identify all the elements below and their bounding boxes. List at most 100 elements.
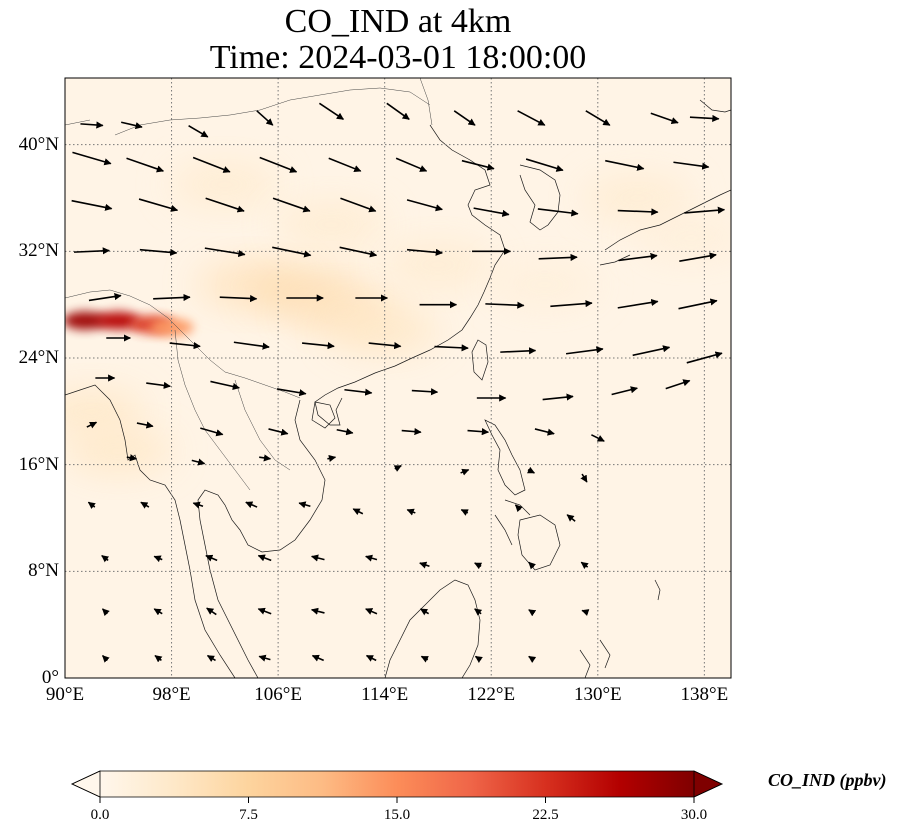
- wind-arrow-91: [245, 501, 258, 509]
- wind-arrow-4: [318, 102, 344, 120]
- wind-arrow-121: [258, 654, 271, 662]
- wind-arrow-118: [101, 655, 110, 663]
- wind-arrow-26: [406, 199, 443, 212]
- wind-arrow-79: [591, 434, 605, 442]
- wind-arrow-14: [259, 156, 298, 173]
- wind-arrow-41: [88, 293, 122, 302]
- wind-arrow-27: [473, 207, 510, 217]
- wind-arrow-92: [298, 501, 311, 509]
- wind-arrow-22: [138, 198, 179, 212]
- wind-arrow-104: [419, 561, 430, 569]
- y-tick-label-1: 8°N: [28, 560, 59, 582]
- concentration-field: [65, 162, 731, 474]
- x-tick-label-1: 98°E: [152, 684, 191, 705]
- wind-arrow-18: [525, 158, 564, 172]
- wind-arrow-54: [302, 342, 335, 350]
- wind-arrow-112: [310, 607, 325, 615]
- wind-arrow-19: [605, 159, 645, 171]
- wind-arrow-123: [365, 654, 377, 662]
- wind-arrow-0: [80, 121, 104, 129]
- colorbar-extend-max: [693, 770, 723, 798]
- map-background: [65, 78, 731, 678]
- wind-arrow-124: [420, 655, 429, 663]
- wind-arrow-89: [140, 501, 150, 509]
- wind-arrow-81: [191, 458, 206, 466]
- wind-arrow-93: [352, 508, 364, 516]
- wind-arrow-13: [192, 156, 231, 173]
- wind-arrow-39: [618, 252, 658, 262]
- colorbar-tick-label-2: 15.0: [383, 807, 411, 823]
- wind-arrow-95: [460, 509, 469, 516]
- concentration-blob-15: [636, 216, 731, 260]
- wind-arrow-102: [310, 554, 325, 562]
- wind-arrow-64: [276, 388, 307, 397]
- wind-arrow-82: [259, 454, 272, 462]
- wind-arrow-94: [406, 508, 416, 516]
- wind-arrow-12: [126, 157, 165, 173]
- wind-arrow-65: [344, 388, 373, 396]
- concentration-blob-0: [65, 311, 107, 330]
- concentration-blob-10: [169, 162, 280, 207]
- wind-arrow-10: [689, 114, 720, 123]
- x-tick-label-3: 114°E: [361, 684, 409, 705]
- wind-arrow-63: [210, 380, 240, 390]
- wind-arrow-2: [188, 125, 209, 138]
- wind-arrow-48: [550, 299, 593, 308]
- wind-arrow-110: [206, 607, 217, 616]
- coastline-new-guinea-edge: [654, 579, 661, 601]
- wind-arrow-73: [200, 427, 224, 437]
- wind-arrow-42: [153, 293, 191, 302]
- wind-arrow-83: [327, 454, 337, 463]
- wind-arrow-1: [121, 121, 143, 130]
- wind-arrow-49: [617, 298, 659, 309]
- map-title-line2: Time: 2024-03-01 18:00:00: [209, 39, 587, 76]
- colorbar-ticks: [99, 797, 695, 803]
- wind-arrow-5: [386, 102, 410, 120]
- wind-arrow-20: [673, 161, 710, 170]
- coastline-luzon: [484, 419, 526, 496]
- wind-arrow-31: [74, 247, 110, 255]
- coastline-korea: [519, 164, 561, 231]
- wind-arrow-58: [565, 346, 604, 355]
- wind-arrow-28: [537, 208, 579, 217]
- wind-arrow-32: [139, 248, 178, 256]
- x-tick-label-0: 90°E: [45, 684, 85, 705]
- wind-arrow-103: [365, 554, 378, 562]
- colorbar-gradient: [100, 771, 694, 797]
- wind-arrow-36: [406, 248, 443, 256]
- wind-arrow-59: [632, 345, 671, 357]
- wind-arrow-69: [611, 386, 638, 396]
- concentration-blob-4: [65, 389, 147, 434]
- wind-arrow-11: [72, 151, 112, 166]
- coastline-japan: [599, 99, 731, 266]
- x-tick-label-6: 138°E: [680, 684, 729, 705]
- x-tick-label-4: 122°E: [467, 684, 516, 705]
- coastline-hainan: [311, 401, 336, 429]
- wind-arrow-9: [650, 112, 679, 125]
- x-tick-label-5: 130°E: [573, 684, 622, 705]
- wind-arrow-76: [401, 428, 422, 436]
- wind-arrow-113: [365, 608, 378, 615]
- wind-arrow-96: [514, 504, 523, 513]
- wind-arrow-90: [192, 501, 204, 509]
- wind-arrow-62: [146, 381, 171, 389]
- wind-arrow-85: [460, 468, 470, 476]
- map-title-line1: CO_IND at 4km: [284, 3, 512, 40]
- coastline-taiwan: [471, 339, 489, 381]
- y-tick-label-3: 24°N: [18, 347, 59, 368]
- wind-arrow-52: [169, 342, 201, 350]
- wind-arrow-87: [580, 473, 588, 483]
- wind-arrow-106: [528, 561, 536, 570]
- wind-arrow-43: [219, 294, 258, 303]
- coastline-indochina: [197, 399, 326, 678]
- wind-arrow-99: [153, 555, 163, 563]
- wind-arrow-60: [686, 351, 723, 364]
- wind-arrow-86: [526, 466, 536, 474]
- concentration-blob-5: [65, 429, 174, 474]
- wind-arrow-34: [272, 246, 312, 258]
- wind-arrow-70: [665, 379, 691, 390]
- wind-arrow-68: [542, 393, 574, 401]
- border-lines: [65, 78, 433, 491]
- wind-arrow-66: [411, 388, 439, 396]
